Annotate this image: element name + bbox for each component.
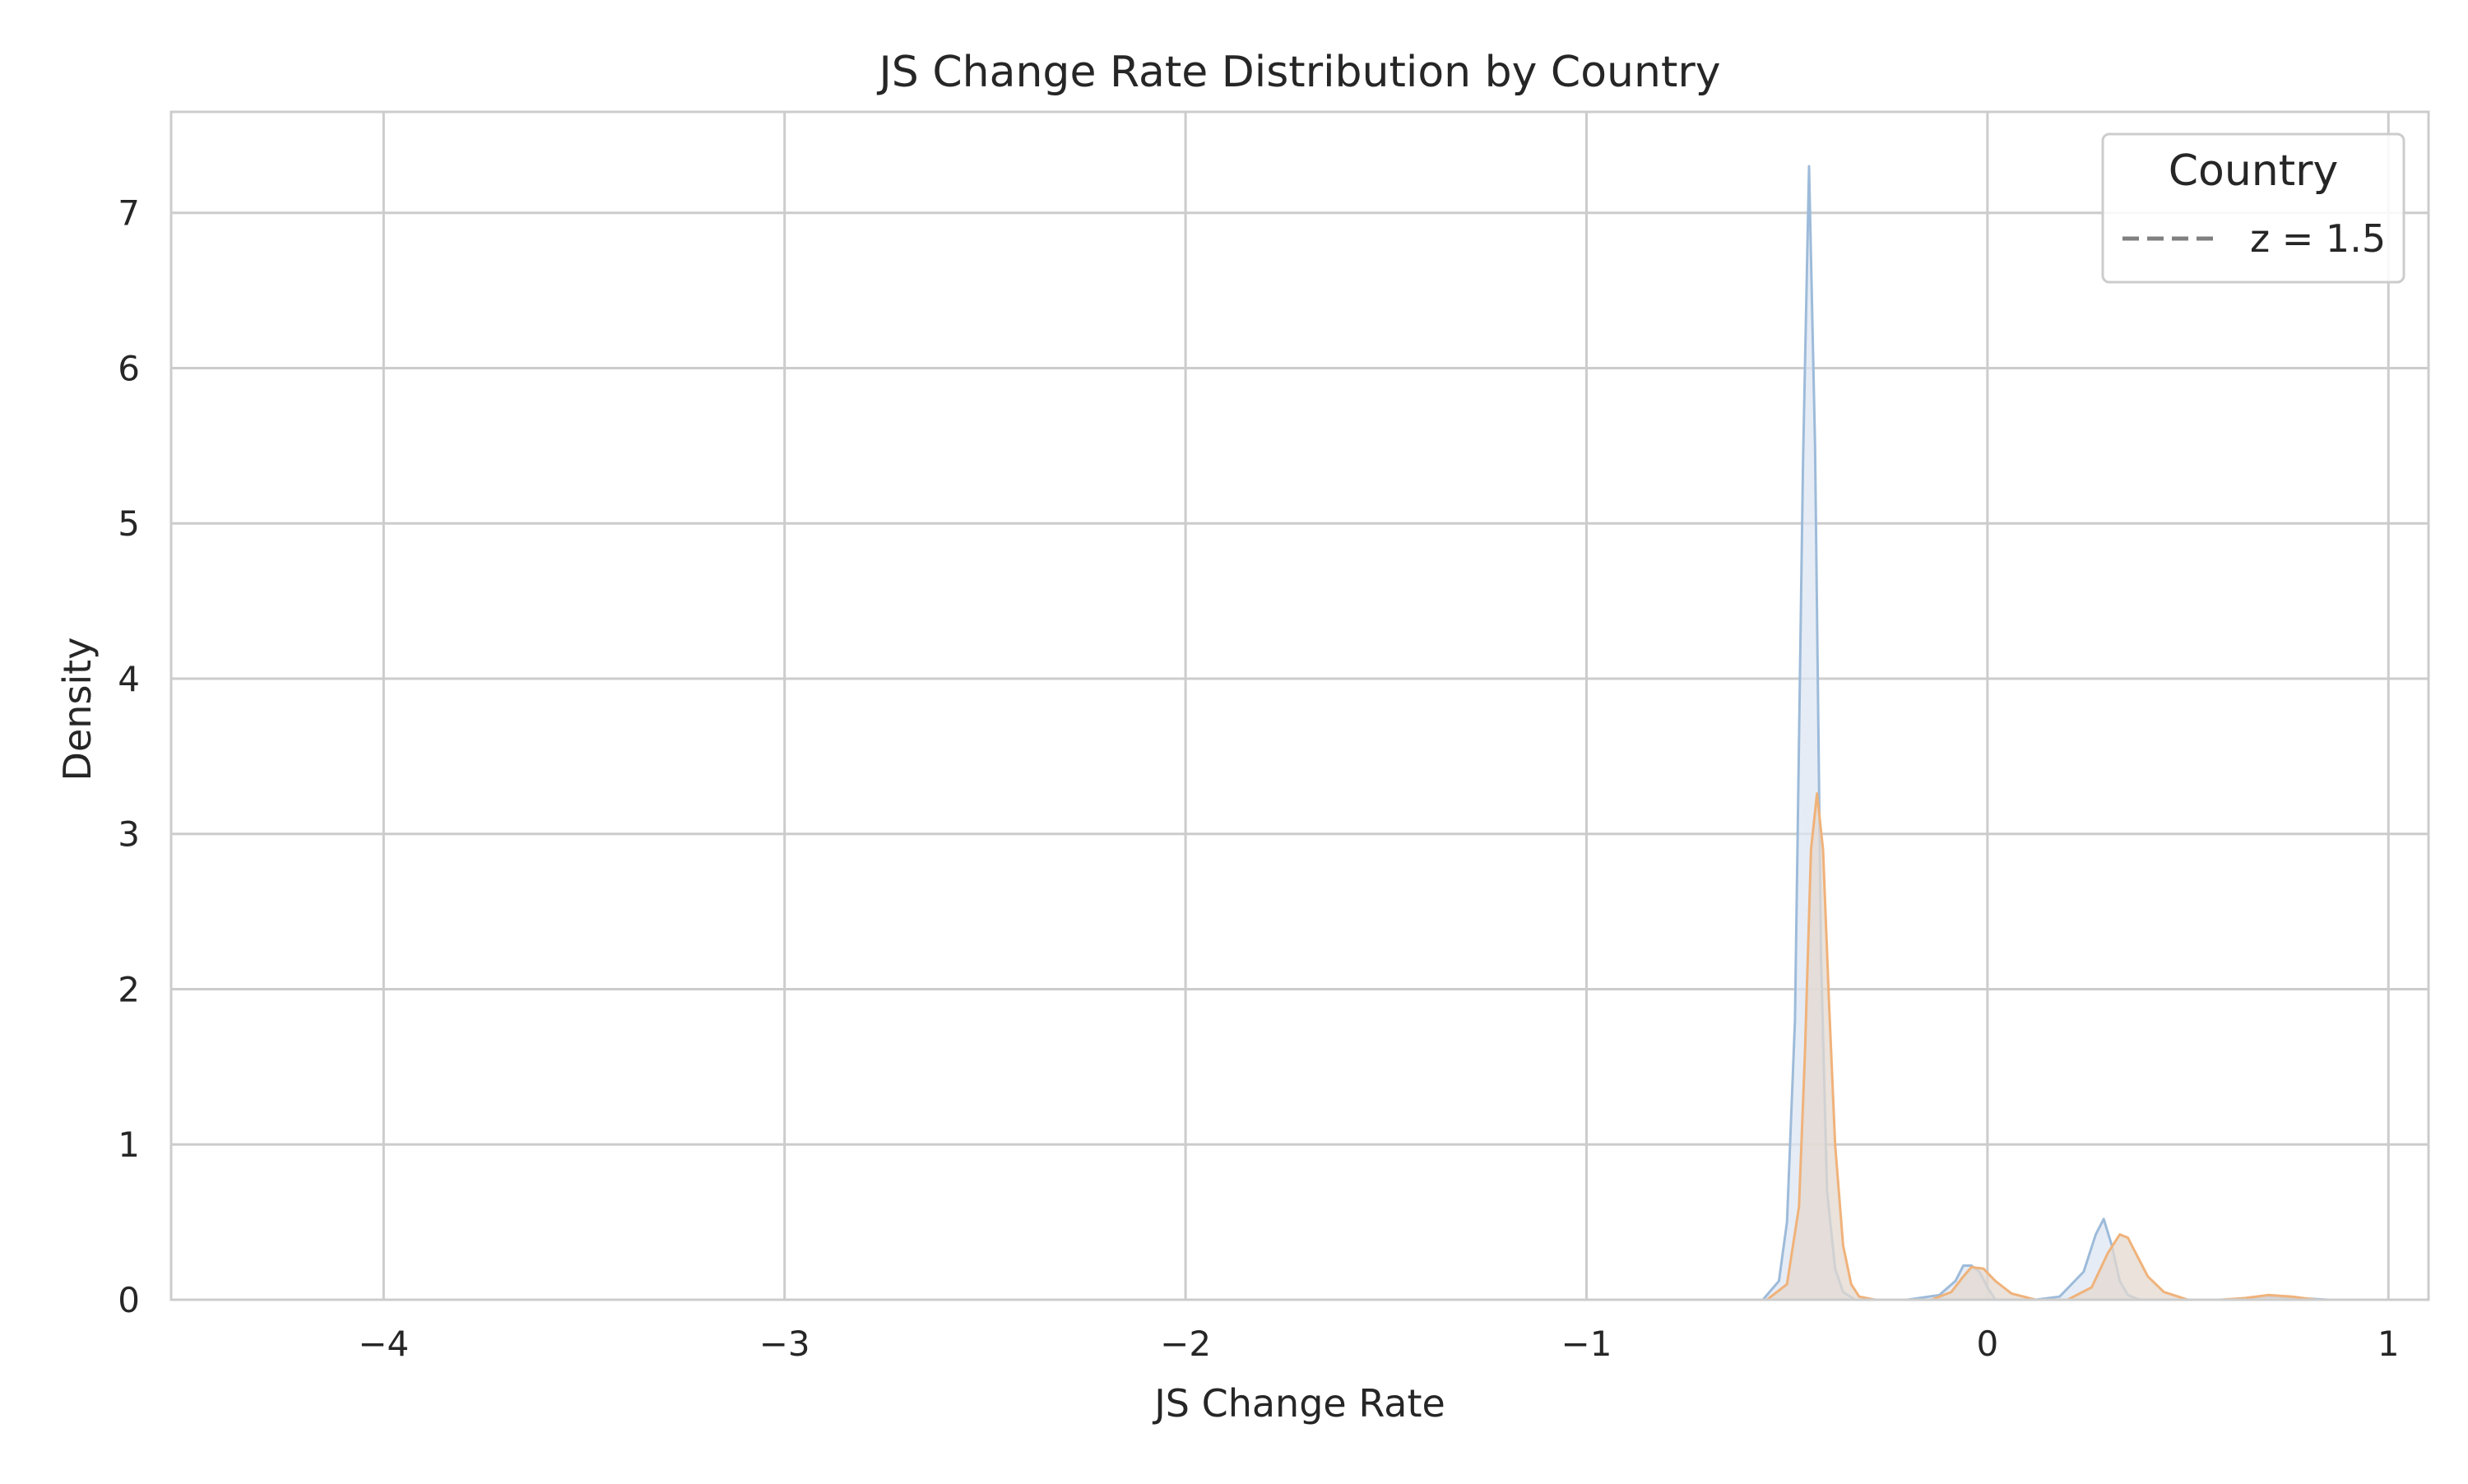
y-tick-label: 7	[118, 193, 140, 234]
legend-box	[2101, 132, 2405, 284]
legend-entry-label: z = 1.5	[2250, 216, 2386, 261]
y-tick-label: 6	[118, 348, 140, 388]
y-tick-labels: 0 1 2 3 4 5 6 7	[118, 193, 140, 1320]
legend-title: Country	[2169, 146, 2339, 196]
y-tick-label: 0	[118, 1280, 140, 1320]
x-tick-label: −1	[1561, 1324, 1612, 1364]
y-axis-label: Density	[55, 638, 100, 781]
chart-title: JS Change Rate Distribution by Country	[876, 48, 1720, 97]
x-tick-label: −3	[759, 1324, 810, 1364]
x-tick-label: −4	[358, 1324, 409, 1364]
x-tick-label: 1	[2378, 1324, 2400, 1364]
y-tick-label: 3	[118, 814, 140, 855]
y-tick-label: 4	[118, 659, 140, 699]
y-tick-label: 2	[118, 969, 140, 1009]
x-tick-label: 0	[1977, 1324, 1999, 1364]
x-tick-label: −2	[1160, 1324, 1211, 1364]
x-tick-labels: −4 −3 −2 −1 0 1	[358, 1324, 2399, 1364]
legend: Country z = 1.5	[2101, 132, 2405, 284]
y-tick-label: 5	[118, 503, 140, 544]
plot-frame	[169, 110, 2430, 1301]
y-tick-label: 1	[118, 1125, 140, 1165]
grid-lines	[171, 112, 2429, 1301]
density-line-2	[1765, 792, 2317, 1301]
x-axis-label: JS Change Rate	[1152, 1381, 1445, 1426]
